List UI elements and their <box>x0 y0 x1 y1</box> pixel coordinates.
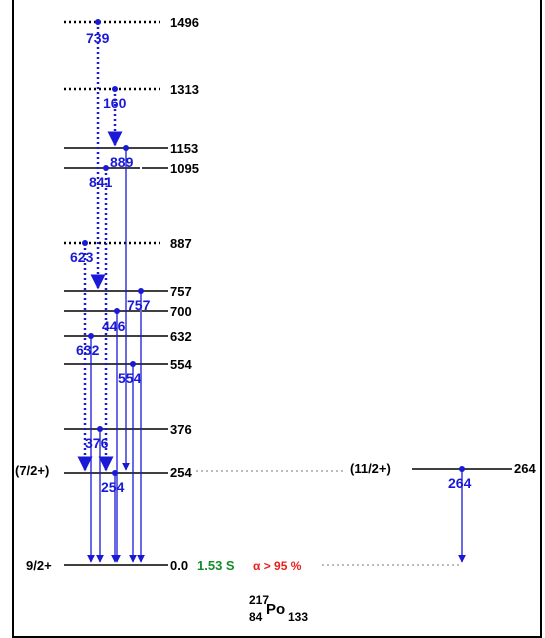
transition-origin-160 <box>112 86 118 92</box>
ground-spin: 9/2+ <box>26 558 52 573</box>
half-life: 1.53 S <box>197 558 235 573</box>
level-energy-757: 757 <box>170 284 192 299</box>
level-energy-376: 376 <box>170 422 192 437</box>
transition-label-446: 446 <box>102 318 126 334</box>
transition-origin-554 <box>130 361 136 367</box>
nucleus-mass-number: 217 <box>249 593 269 607</box>
transition-origin-376 <box>97 426 103 432</box>
transition-origin-446 <box>114 308 120 314</box>
transition-origin-254 <box>112 470 118 476</box>
transition-label-632: 632 <box>76 342 100 358</box>
transition-label-376: 376 <box>85 435 109 451</box>
nucleus-neutron-number: 133 <box>288 610 308 624</box>
level-energy-700: 700 <box>170 304 192 319</box>
level-energy-264: 264 <box>514 461 536 476</box>
level-energy-887: 887 <box>170 236 192 251</box>
level-spin-264: (11/2+) <box>350 461 391 476</box>
nucleus-atomic-number: 84 <box>249 610 263 624</box>
level-energy-1095: 1095 <box>170 161 199 176</box>
transition-label-254: 254 <box>101 479 125 495</box>
level-energy-1313: 1313 <box>170 82 199 97</box>
transition-origin-623 <box>82 240 88 246</box>
transition-origin-632 <box>88 333 94 339</box>
transition-label-889: 889 <box>110 154 134 170</box>
transition-label-160: 160 <box>103 95 127 111</box>
alpha-branching: α > 95 % <box>253 559 302 573</box>
level-spin-254: (7/2+) <box>15 463 49 478</box>
transition-origin-264 <box>459 466 465 472</box>
transition-label-623: 623 <box>70 249 94 265</box>
transition-label-757: 757 <box>127 297 151 313</box>
transition-origin-889 <box>123 145 129 151</box>
transition-origin-757 <box>138 288 144 294</box>
transition-label-554: 554 <box>118 370 142 386</box>
transition-origin-841 <box>103 165 109 171</box>
transition-label-841: 841 <box>89 174 113 190</box>
level-energy-554: 554 <box>170 357 192 372</box>
level-energy-632: 632 <box>170 329 192 344</box>
nucleus-label: 217 84 Po 133 <box>249 593 308 624</box>
level-energy-254: 254 <box>170 465 192 480</box>
transition-label-739: 739 <box>86 30 110 46</box>
level-energy-1496: 1496 <box>170 15 199 30</box>
transition-label-264: 264 <box>448 475 472 491</box>
nucleus-symbol: Po <box>266 601 285 618</box>
level-scheme: 1496 1313 1153 1095 887 757 700 632 554 … <box>15 15 536 624</box>
transition-origin-739 <box>95 19 101 25</box>
level-energy-1153: 1153 <box>170 141 198 156</box>
ground-energy: 0.0 <box>170 558 188 573</box>
